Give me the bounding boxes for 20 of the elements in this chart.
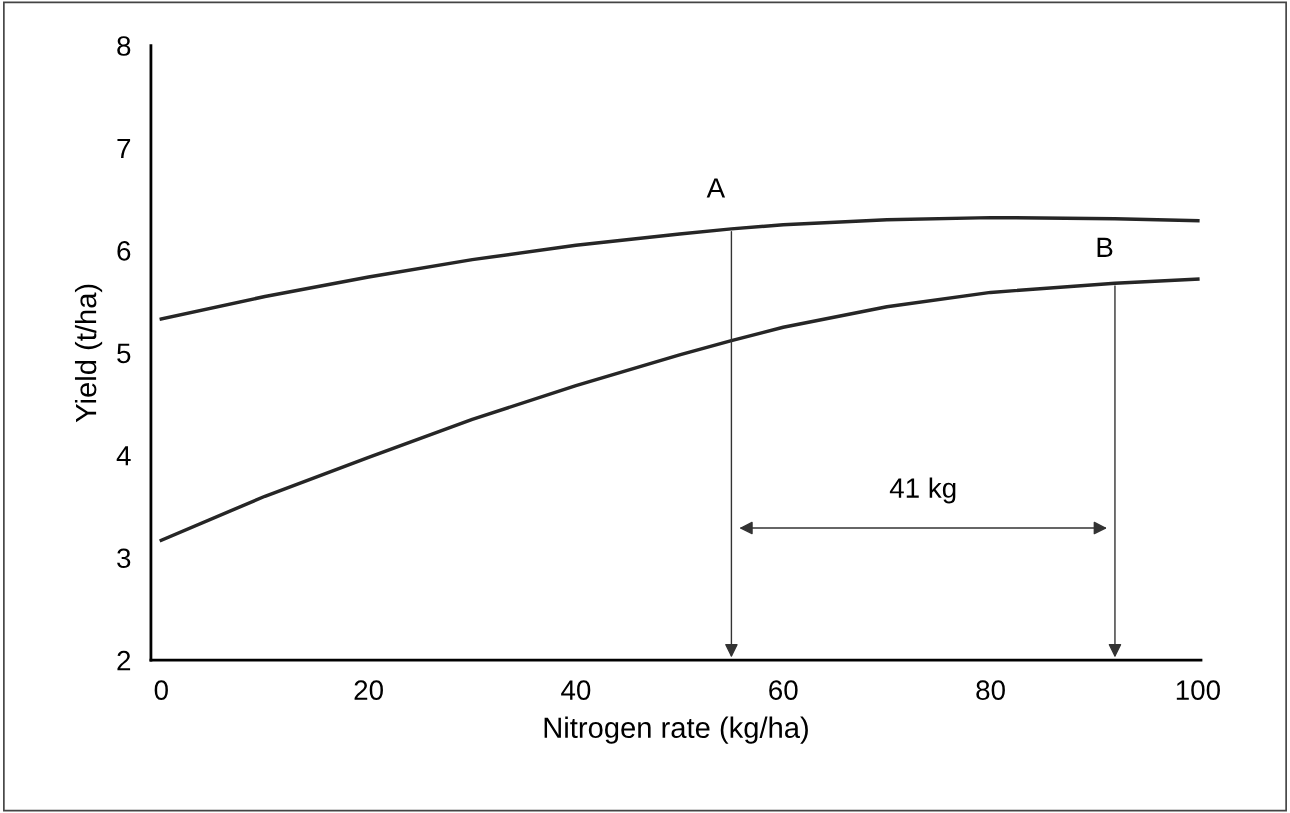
x-tick-label: 60 [769, 680, 798, 700]
y-tick-label: 3 [117, 548, 131, 569]
y-tick-label: 8 [117, 36, 131, 56]
annotation: B [1097, 237, 1113, 257]
y-tick-label: 7 [117, 138, 131, 159]
line-series [159, 215, 1200, 321]
x-tick-label: 100 [1176, 680, 1220, 700]
y-tick-label: 2 [117, 650, 131, 671]
y-tick-label: 6 [117, 241, 131, 261]
x-axis-title: Nitrogen rate (kg/ha) [544, 716, 808, 744]
x-tick-label: 40 [561, 680, 591, 700]
y-tick-label: 4 [116, 446, 131, 466]
annotation: A [706, 178, 726, 198]
x-tick-label: 80 [976, 680, 1005, 700]
x-tick-label: 0 [154, 680, 168, 700]
y-tick-label: 5 [117, 343, 131, 364]
line-series [159, 277, 1200, 543]
annotation: 41 kg [889, 477, 956, 504]
y-axis-title: Yield (t/ha) [74, 284, 103, 423]
x-tick-label: 20 [354, 680, 383, 700]
